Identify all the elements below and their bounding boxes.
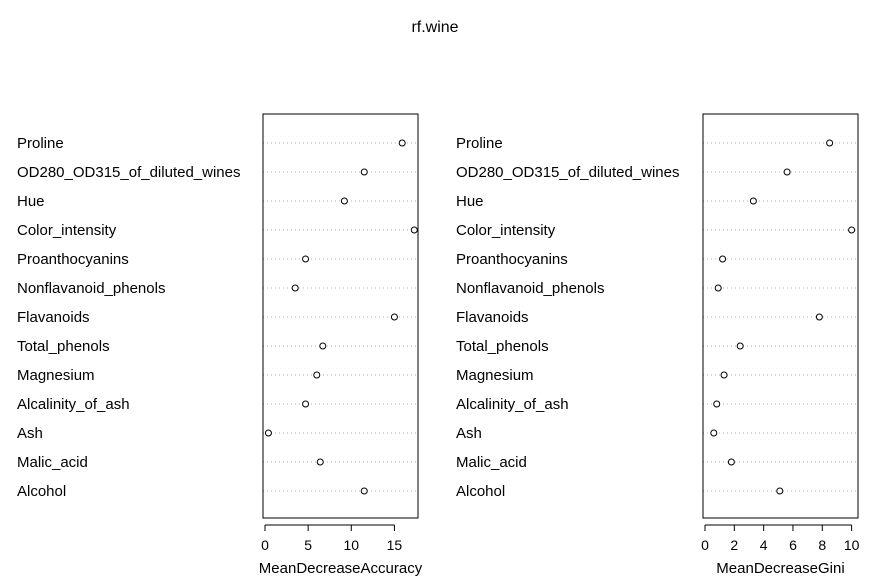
- category-label: Malic_acid: [456, 454, 527, 471]
- data-point: [815, 313, 823, 321]
- plot-box: [702, 113, 859, 519]
- data-point: [714, 284, 722, 292]
- x-tick-label: 5: [304, 537, 312, 553]
- x-tick-label: 0: [261, 537, 269, 553]
- data-point: [319, 342, 327, 350]
- category-label: Magnesium: [456, 367, 534, 384]
- x-tick-label: 2: [730, 537, 738, 553]
- category-label: Color_intensity: [456, 222, 556, 239]
- panel-2: Proline OD280_OD315_of_diluted_wines Hue Co…: [456, 113, 860, 577]
- category-label: Hue: [17, 193, 45, 210]
- category-label: Proanthocyanins: [17, 251, 129, 268]
- category-label: Hue: [456, 193, 484, 210]
- data-point: [302, 400, 310, 408]
- category-label: Alcohol: [456, 483, 505, 500]
- data-point: [410, 226, 418, 234]
- category-label: Total_phenols: [456, 338, 549, 355]
- data-point: [720, 371, 728, 379]
- category-label: Magnesium: [17, 367, 95, 384]
- category-label: Flavanoids: [456, 309, 529, 326]
- x-tick-label: 10: [844, 537, 860, 553]
- x-axis: 0 5 10 15: [261, 524, 403, 553]
- x-axis: 0 2 4 6 8 10: [701, 524, 860, 553]
- category-label: OD280_OD315_of_diluted_wines: [456, 164, 679, 181]
- category-label: Ash: [17, 425, 43, 442]
- category-label: Total_phenols: [17, 338, 110, 355]
- x-tick-label: 10: [343, 537, 359, 553]
- data-point: [736, 342, 744, 350]
- category-label: Proanthocyanins: [456, 251, 568, 268]
- data-point: [749, 197, 757, 205]
- data-point: [719, 255, 727, 263]
- x-tick-label: 4: [760, 537, 768, 553]
- data-point: [313, 371, 321, 379]
- data-point: [783, 168, 791, 176]
- data-point: [360, 168, 368, 176]
- category-label: Proline: [17, 135, 64, 152]
- category-label: Color_intensity: [17, 222, 117, 239]
- data-point: [848, 226, 856, 234]
- x-axis-label: MeanDecreaseGini: [716, 560, 844, 577]
- data-point: [316, 458, 324, 466]
- category-label: Alcohol: [17, 483, 66, 500]
- chart-title: rf.wine: [411, 19, 458, 36]
- category-label: Nonflavanoid_phenols: [17, 280, 165, 297]
- data-point: [826, 139, 834, 147]
- data-point: [727, 458, 735, 466]
- data-point: [360, 487, 368, 495]
- data-point: [390, 313, 398, 321]
- data-point: [291, 284, 299, 292]
- category-label: Alcalinity_of_ash: [17, 396, 130, 413]
- data-point: [340, 197, 348, 205]
- category-label: Nonflavanoid_phenols: [456, 280, 604, 297]
- category-label: Proline: [456, 135, 503, 152]
- category-label: Malic_acid: [17, 454, 88, 471]
- category-label: OD280_OD315_of_diluted_wines: [17, 164, 240, 181]
- data-point: [398, 139, 406, 147]
- data-point: [264, 429, 272, 437]
- panel-1: Proline OD280_OD315_of_diluted_wines Hue Co…: [17, 113, 423, 577]
- x-tick-label: 0: [701, 537, 709, 553]
- category-label: Alcalinity_of_ash: [456, 396, 569, 413]
- x-tick-label: 6: [789, 537, 797, 553]
- category-label: Ash: [456, 425, 482, 442]
- data-point: [776, 487, 784, 495]
- x-tick-label: 15: [387, 537, 403, 553]
- x-tick-label: 8: [818, 537, 826, 553]
- data-point: [713, 400, 721, 408]
- x-axis-label: MeanDecreaseAccuracy: [259, 560, 423, 577]
- data-point: [302, 255, 310, 263]
- data-point: [710, 429, 718, 437]
- plot-box: [262, 113, 419, 519]
- category-label: Flavanoids: [17, 309, 90, 326]
